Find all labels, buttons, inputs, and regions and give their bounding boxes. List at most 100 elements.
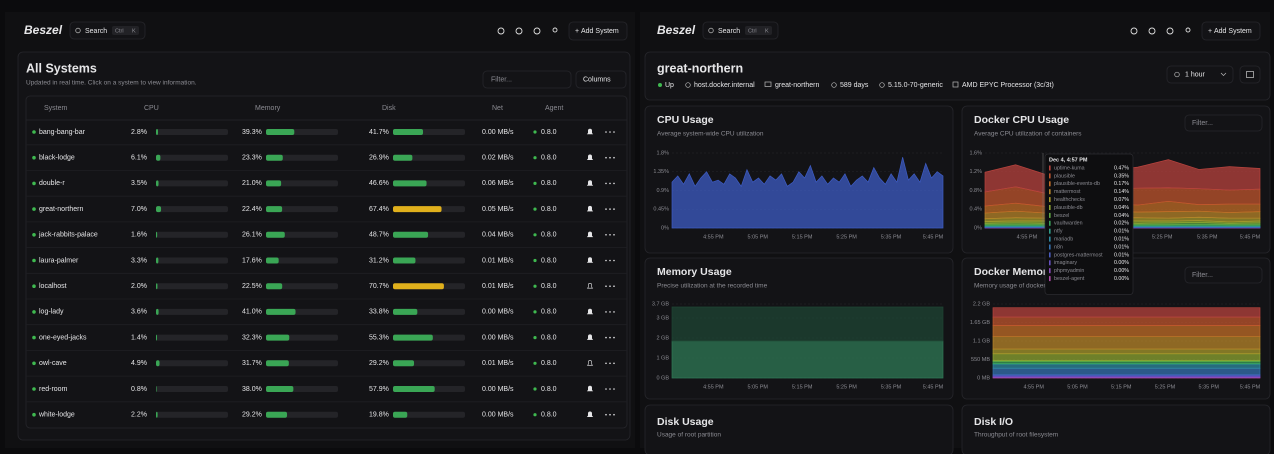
alerts-icon[interactable]: [586, 283, 594, 289]
menu-dot[interactable]: [609, 413, 611, 416]
alerts-icon[interactable]: [586, 334, 594, 340]
menu-dot[interactable]: [605, 208, 607, 210]
menu-dot[interactable]: [613, 234, 615, 236]
time-range-select[interactable]: [1166, 65, 1234, 84]
system-name[interactable]: jack-rabbits-palace: [38, 232, 98, 239]
menu-dot[interactable]: [609, 234, 611, 236]
filter-input[interactable]: [1184, 114, 1263, 132]
tooltip-name: imaginary: [1054, 260, 1077, 266]
menu-dot[interactable]: [613, 259, 615, 262]
alerts-icon[interactable]: [586, 257, 594, 263]
disk-label: 46.6%: [369, 180, 389, 187]
menu-dot[interactable]: [609, 311, 611, 313]
system-name[interactable]: owl-cave: [39, 360, 67, 367]
menu-dot[interactable]: [609, 131, 611, 133]
menu-dot[interactable]: [613, 156, 615, 159]
column-header[interactable]: Disk: [382, 105, 396, 112]
menu-dot[interactable]: [609, 285, 611, 288]
menu-dot[interactable]: [605, 285, 607, 288]
filter-input[interactable]: [1184, 266, 1263, 284]
system-name[interactable]: bang-bang-bar: [39, 129, 86, 136]
settings-icon[interactable]: [1166, 27, 1174, 35]
column-header[interactable]: Net: [492, 105, 503, 112]
y-tick-label: 0%: [974, 225, 982, 231]
column-header[interactable]: CPU: [144, 105, 159, 112]
menu-dot[interactable]: [609, 362, 611, 365]
system-name[interactable]: white-lodge: [38, 412, 75, 419]
user-icon[interactable]: [552, 27, 558, 33]
menu-dot[interactable]: [613, 131, 615, 133]
x-tick-label: 4:55 PM: [1023, 384, 1044, 390]
add-system-button[interactable]: [1201, 21, 1261, 41]
brand[interactable]: Beszel: [24, 23, 63, 37]
alerts-icon[interactable]: [586, 180, 594, 186]
menu-dot[interactable]: [609, 336, 611, 339]
settings-icon[interactable]: [533, 27, 541, 35]
layout-button[interactable]: [1239, 65, 1261, 84]
menu-dot[interactable]: [605, 388, 607, 390]
net: 0.00 MB/s: [482, 386, 514, 393]
menu-dot[interactable]: [605, 156, 607, 159]
brand[interactable]: Beszel: [657, 23, 696, 37]
card-title: All Systems: [26, 61, 97, 75]
alerts-icon[interactable]: [586, 205, 594, 212]
menu-dot[interactable]: [609, 182, 611, 185]
alerts-icon[interactable]: [586, 360, 594, 366]
theme-icon[interactable]: [515, 27, 523, 35]
menu-dot[interactable]: [605, 413, 607, 416]
language-icon[interactable]: [1130, 27, 1138, 35]
system-name: great-northern: [657, 61, 743, 75]
alerts-icon[interactable]: [586, 411, 594, 417]
menu-dot[interactable]: [605, 234, 607, 236]
column-header[interactable]: Agent: [545, 105, 563, 112]
menu-dot[interactable]: [605, 182, 607, 185]
systems-card: [17, 51, 631, 441]
menu-dot[interactable]: [613, 285, 615, 288]
system-name[interactable]: double-r: [39, 180, 65, 187]
column-header[interactable]: System: [44, 105, 68, 112]
system-name[interactable]: laura-palmer: [39, 257, 79, 264]
theme-icon[interactable]: [1148, 27, 1156, 35]
alerts-icon[interactable]: [586, 308, 594, 315]
menu-dot[interactable]: [605, 362, 607, 365]
menu-dot[interactable]: [613, 208, 615, 210]
menu-dot[interactable]: [613, 336, 615, 339]
alerts-icon[interactable]: [586, 385, 594, 392]
menu-dot[interactable]: [605, 336, 607, 339]
menu-dot[interactable]: [613, 413, 615, 416]
menu-dot[interactable]: [613, 388, 615, 390]
menu-dot[interactable]: [609, 259, 611, 262]
alerts-icon[interactable]: [586, 128, 594, 135]
memory-label: 39.3%: [242, 129, 262, 136]
columns-label: Columns: [583, 76, 611, 83]
cpu-bar: [156, 257, 159, 264]
system-name[interactable]: one-eyed-jacks: [39, 334, 87, 341]
columns-button[interactable]: [575, 70, 627, 89]
system-name[interactable]: black-lodge: [39, 155, 75, 162]
tooltip-value: 0.01%: [1114, 237, 1129, 243]
system-name[interactable]: red-room: [39, 386, 68, 393]
kbd-key: Ctrl: [748, 28, 757, 34]
language-icon[interactable]: [497, 27, 505, 35]
menu-dot[interactable]: [609, 156, 611, 159]
tooltip-swatch: [1049, 260, 1051, 266]
alerts-icon[interactable]: [586, 154, 594, 160]
tooltip-swatch: [1049, 276, 1051, 282]
menu-dot[interactable]: [605, 259, 607, 262]
add-system-button[interactable]: [568, 21, 628, 41]
system-name[interactable]: localhost: [39, 283, 67, 290]
menu-dot[interactable]: [613, 362, 615, 365]
menu-dot[interactable]: [609, 388, 611, 390]
menu-dot[interactable]: [605, 131, 607, 133]
filter-input[interactable]: [482, 70, 572, 89]
menu-dot[interactable]: [613, 182, 615, 185]
system-name[interactable]: log-lady: [39, 309, 64, 316]
system-name[interactable]: great-northern: [39, 206, 83, 213]
menu-dot[interactable]: [605, 311, 607, 313]
menu-dot[interactable]: [613, 311, 615, 313]
menu-dot[interactable]: [609, 208, 611, 210]
column-header[interactable]: Memory: [255, 105, 281, 112]
user-icon[interactable]: [1185, 27, 1191, 33]
alerts-icon[interactable]: [586, 231, 594, 238]
tooltip-name: beszel-agent: [1054, 276, 1085, 282]
